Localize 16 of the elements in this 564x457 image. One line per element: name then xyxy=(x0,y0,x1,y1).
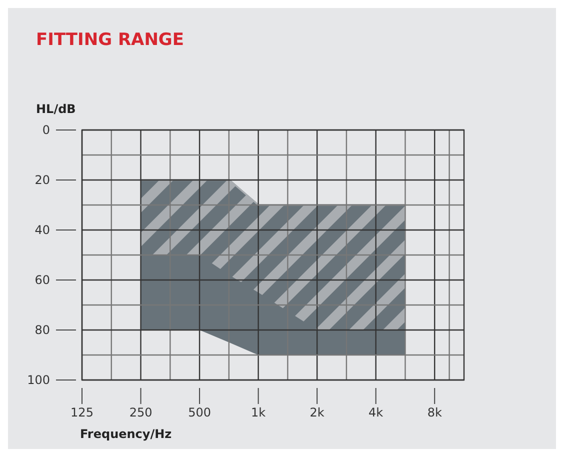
x-tick-label: 2k xyxy=(310,406,324,420)
y-tick-label: 20 xyxy=(34,172,50,187)
y-tick-label: 80 xyxy=(34,322,50,337)
y-tick-label: 100 xyxy=(27,372,50,387)
y-tick-label: 60 xyxy=(34,272,50,287)
x-tick-label: 4k xyxy=(368,406,384,420)
chart-title: FITTING RANGE xyxy=(36,30,184,50)
x-tick-label: 1k xyxy=(251,406,266,420)
x-axis-title: Frequency/Hz xyxy=(80,427,172,441)
x-tick-label: 125 xyxy=(70,406,94,420)
x-tick-label: 8k xyxy=(427,406,442,420)
y-tick-label: 0 xyxy=(42,122,50,137)
y-axis-title: HL/dB xyxy=(36,102,76,116)
x-tick-label: 500 xyxy=(188,406,211,420)
x-tick-label: 250 xyxy=(129,406,152,420)
y-tick-label: 40 xyxy=(34,222,50,237)
